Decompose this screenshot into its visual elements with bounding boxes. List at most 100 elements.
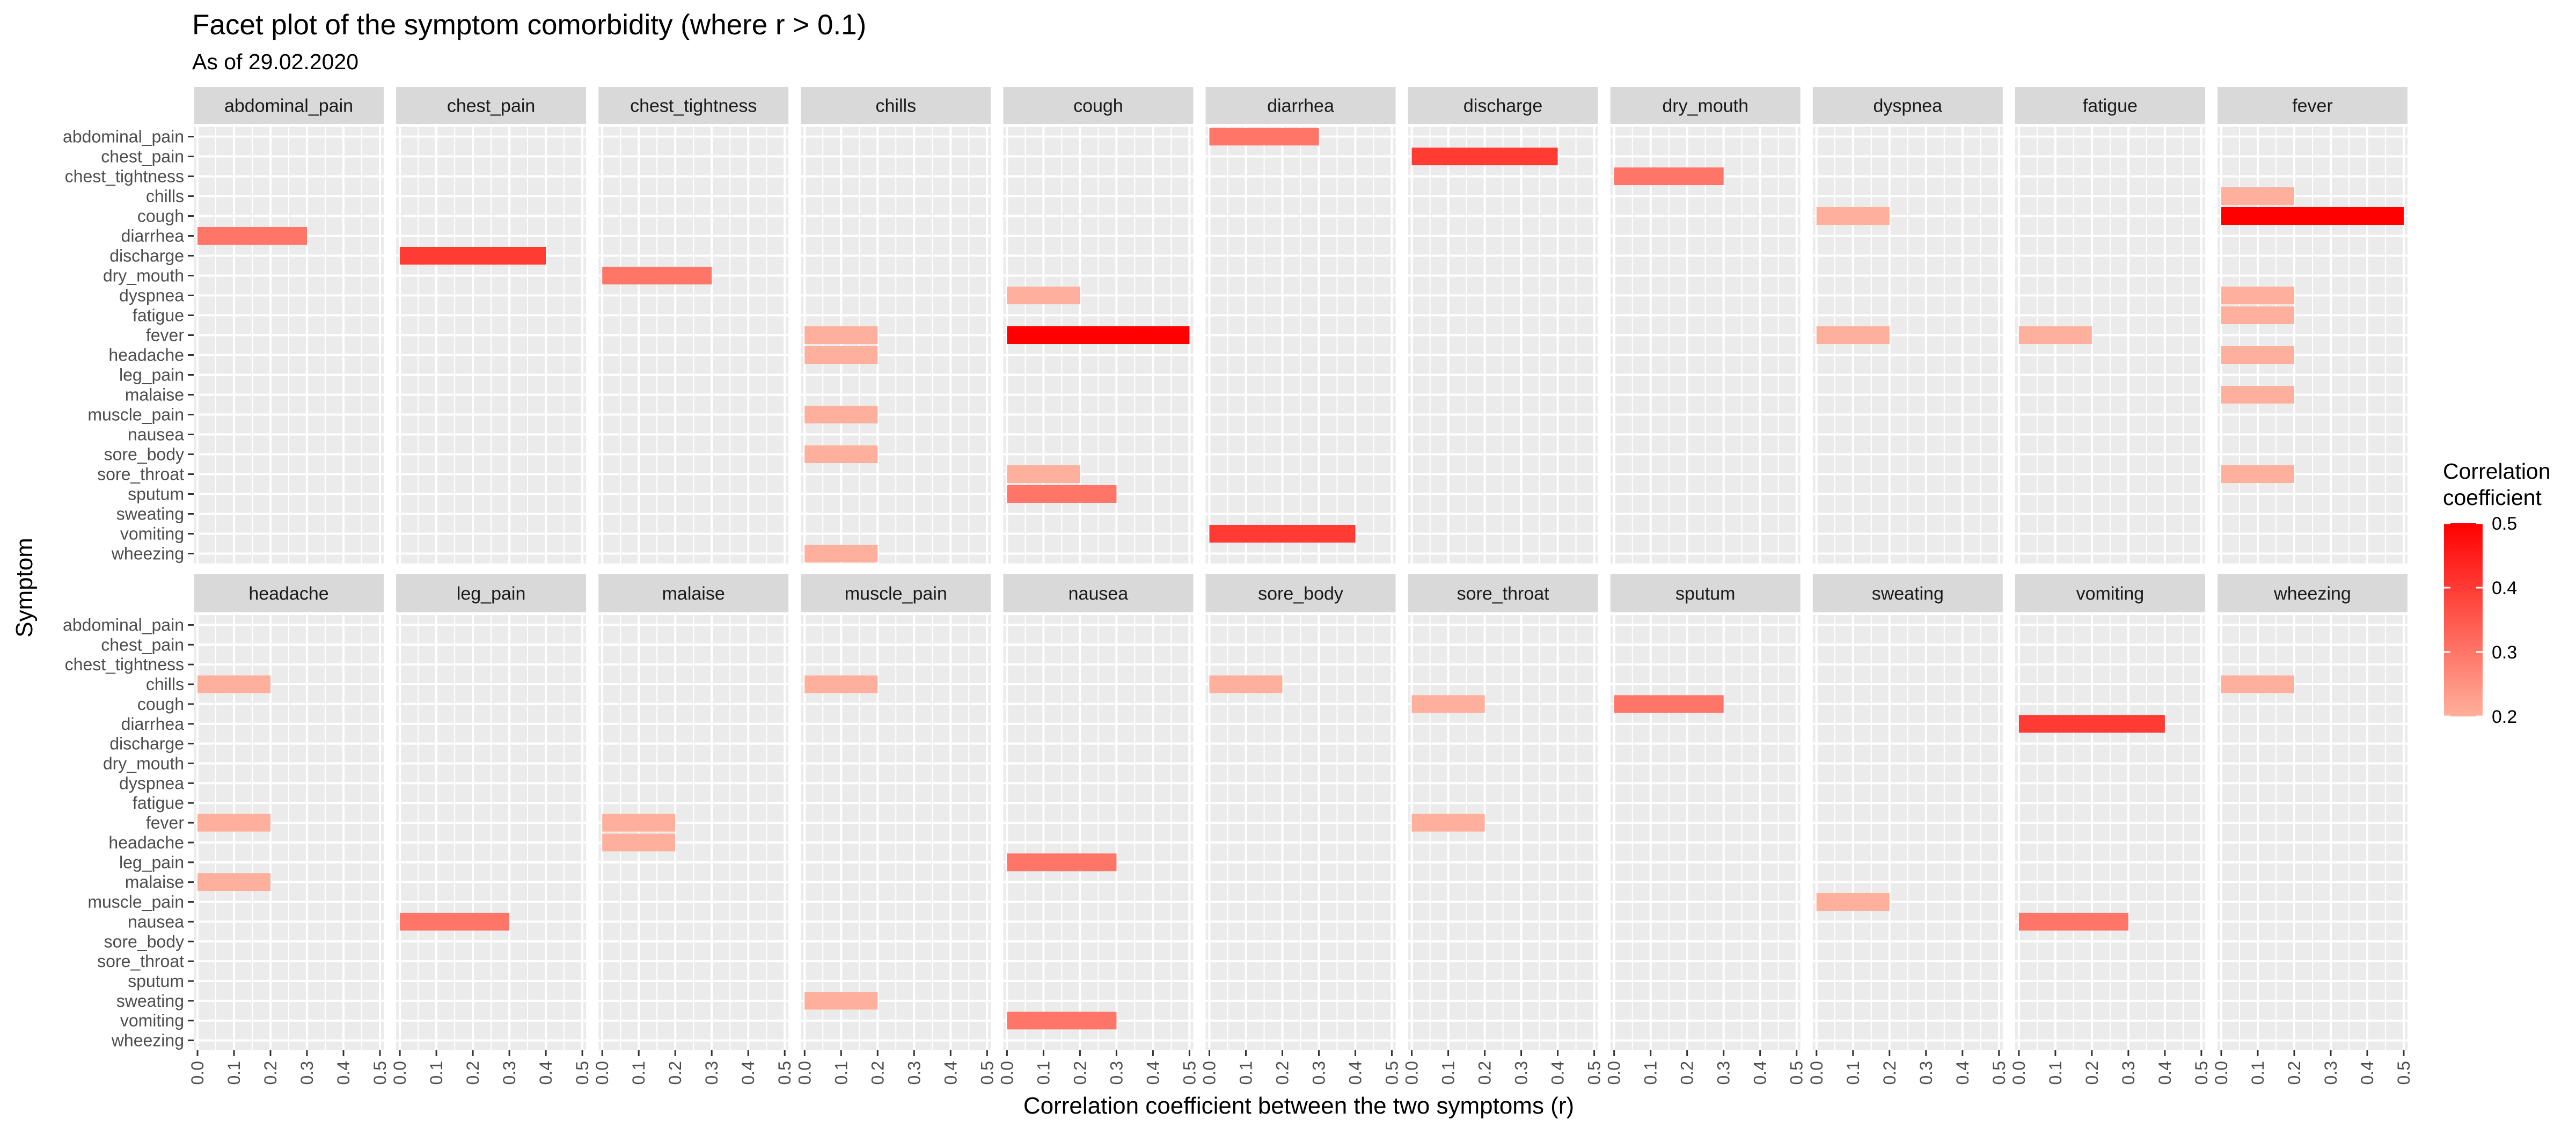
facet-headache: headache abdominal_painchest_painchest_ti… bbox=[63, 574, 390, 1085]
legend-tick-label: 0.2 bbox=[2492, 707, 2517, 727]
facet-strip bbox=[1610, 87, 1801, 124]
bar-sputum-cough bbox=[1614, 695, 1724, 713]
facet-diarrhea: diarrhea bbox=[1205, 87, 1396, 564]
facet-strip-label: discharge bbox=[1463, 96, 1542, 116]
x-tick-label: 0.5 bbox=[1989, 1061, 2009, 1085]
bar-malaise-headache bbox=[602, 833, 676, 852]
y-tick-label: wheezing bbox=[111, 1031, 184, 1050]
x-tick-label: 0.2 bbox=[2285, 1061, 2304, 1085]
x-tick-label: 0.3 bbox=[2119, 1061, 2138, 1085]
x-tick-label: 0.2 bbox=[1880, 1061, 1899, 1085]
y-tick-label: wheezing bbox=[111, 544, 184, 564]
bar-wheezing-chills bbox=[2221, 675, 2294, 693]
bar-dyspnea-cough bbox=[1816, 207, 1890, 225]
facet-strip-label: sputum bbox=[1675, 584, 1736, 604]
bar-cough-sputum bbox=[1007, 485, 1117, 503]
facet-strip bbox=[1610, 574, 1801, 612]
y-tick-label: headache bbox=[108, 346, 184, 365]
facet-fever: fever bbox=[2218, 87, 2407, 564]
x-tick-label: 0.5 bbox=[1585, 1061, 1604, 1085]
facet-discharge: discharge bbox=[1408, 87, 1598, 564]
facet-strip bbox=[801, 574, 991, 612]
x-tick-label: 0.3 bbox=[1714, 1061, 1733, 1085]
x-tick-label: 0.1 bbox=[1641, 1061, 1660, 1085]
x-tick-label: 0.3 bbox=[904, 1061, 924, 1085]
x-tick-label: 0.0 bbox=[1402, 1061, 1422, 1085]
y-tick-label: cough bbox=[137, 207, 184, 226]
x-tick-label: 0.1 bbox=[831, 1061, 851, 1085]
facet-leg_pain: leg_pain 0.0 0.1 0.2 0.3 0.4 0.5 bbox=[390, 574, 592, 1085]
x-tick-label: 0.5 bbox=[2394, 1061, 2413, 1085]
facet-strip bbox=[1408, 87, 1598, 124]
x-tick-label: 0.2 bbox=[463, 1061, 482, 1085]
bar-fever-malaise bbox=[2221, 386, 2294, 404]
x-tick-label: 0.4 bbox=[2155, 1061, 2175, 1085]
x-tick-label: 0.1 bbox=[2046, 1061, 2065, 1085]
facet-muscle_pain: muscle_pain 0.0 0.1 0.2 0.3 0.4 0.5 bbox=[795, 574, 997, 1085]
y-tick-label: fever bbox=[146, 813, 184, 832]
bar-sweating-muscle_pain bbox=[1816, 893, 1890, 911]
bar-muscle_pain-chills bbox=[804, 675, 878, 693]
x-tick-label: 0.5 bbox=[1382, 1061, 1402, 1085]
legend: Correlation coefficient 0.5 0.4 0.3 0.2 bbox=[2443, 459, 2551, 727]
facet-strip-label: headache bbox=[248, 584, 328, 604]
y-tick-label: dyspnea bbox=[119, 773, 184, 793]
facet-strip bbox=[1408, 574, 1598, 612]
y-tick-label: fever bbox=[146, 326, 184, 345]
y-tick-label: vomiting bbox=[120, 524, 184, 544]
bar-chest_tightness-dry_mouth bbox=[602, 267, 712, 284]
x-tick-label: 0.3 bbox=[1107, 1061, 1126, 1085]
x-tick-label: 0.4 bbox=[941, 1061, 960, 1085]
x-tick-label: 0.0 bbox=[2009, 1061, 2029, 1085]
x-tick-label: 0.2 bbox=[1070, 1061, 1089, 1085]
bar-diarrhea-abdominal_pain bbox=[1209, 128, 1319, 145]
bar-fever-headache bbox=[2221, 346, 2294, 364]
facet-strip bbox=[1812, 87, 2003, 124]
facet-strip-label: nausea bbox=[1069, 584, 1129, 604]
facet-abdominal_pain: abdominal_painabdominal_painchest_painch… bbox=[63, 87, 384, 564]
bar-muscle_pain-sweating bbox=[804, 992, 878, 1010]
legend-tick-label: 0.4 bbox=[2492, 578, 2517, 598]
bar-sore_throat-fever bbox=[1411, 814, 1485, 832]
facet-strip bbox=[1812, 574, 2003, 612]
y-tick-label: sore_throat bbox=[97, 465, 184, 484]
facet-strip bbox=[1205, 574, 1396, 612]
bar-dry_mouth-chest_tightness bbox=[1614, 167, 1724, 185]
x-tick-label: 0.0 bbox=[997, 1061, 1016, 1085]
facet-strip-label: cough bbox=[1073, 96, 1123, 116]
x-tick-label: 0.1 bbox=[1034, 1061, 1053, 1085]
x-tick-label: 0.2 bbox=[1273, 1061, 1292, 1085]
x-tick-label: 0.5 bbox=[573, 1061, 592, 1085]
bar-sore_throat-cough bbox=[1411, 695, 1485, 713]
x-tick-label: 0.1 bbox=[427, 1061, 446, 1085]
x-tick-label: 0.2 bbox=[2082, 1061, 2102, 1085]
facet-strip bbox=[194, 87, 384, 124]
y-tick-label: abdominal_pain bbox=[63, 615, 184, 634]
x-tick-label: 0.2 bbox=[1678, 1061, 1697, 1085]
facet-strip bbox=[598, 87, 789, 124]
bar-cough-sore_throat bbox=[1007, 465, 1080, 483]
y-tick-label: muscle_pain bbox=[87, 892, 184, 912]
y-tick-label: chest_pain bbox=[101, 147, 184, 166]
facet-strip-label: chest_pain bbox=[447, 96, 535, 116]
y-tick-label: chest_tightness bbox=[65, 167, 184, 186]
x-tick-label: 0.5 bbox=[977, 1061, 997, 1085]
bar-chest_pain-discharge bbox=[400, 247, 546, 265]
y-tick-label: sputum bbox=[128, 485, 184, 504]
x-tick-label: 0.1 bbox=[1843, 1061, 1863, 1085]
y-tick-label: sputum bbox=[128, 971, 184, 991]
x-tick-label: 0.4 bbox=[1548, 1061, 1568, 1085]
y-tick-label: discharge bbox=[109, 734, 184, 753]
facet-sweating: sweating 0.0 0.1 0.2 0.3 0.4 0.5 bbox=[1807, 574, 2009, 1085]
bar-dyspnea-fever bbox=[1816, 326, 1890, 344]
facet-panels: abdominal_painabdominal_painchest_painch… bbox=[63, 87, 2413, 1085]
facet-strip bbox=[1003, 574, 1194, 612]
facet-strip-label: sore_body bbox=[1258, 584, 1343, 604]
x-tick-label: 0.4 bbox=[1143, 1061, 1162, 1085]
x-tick-label: 0.4 bbox=[1953, 1061, 1972, 1085]
bar-chills-headache bbox=[804, 346, 878, 364]
legend-colorbar bbox=[2444, 523, 2483, 716]
y-tick-label: malaise bbox=[125, 873, 184, 892]
facet-strip-label: leg_pain bbox=[457, 584, 526, 604]
x-tick-label: 0.3 bbox=[1916, 1061, 1936, 1085]
